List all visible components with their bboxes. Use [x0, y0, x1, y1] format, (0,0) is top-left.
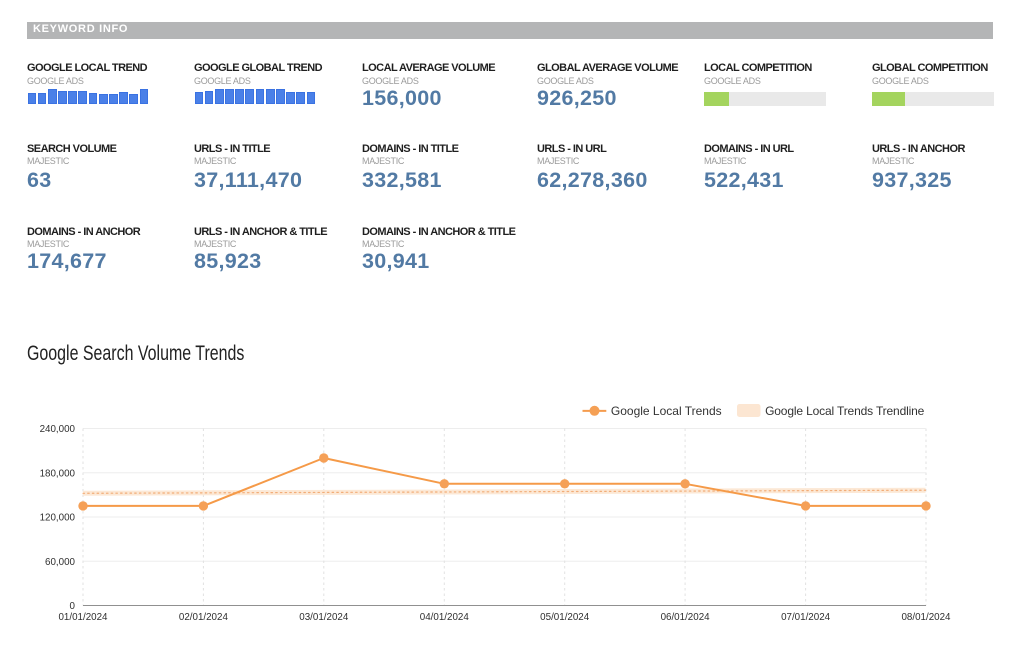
svg-text:180,000: 180,000	[40, 468, 76, 479]
svg-text:240,000: 240,000	[40, 424, 76, 435]
svg-text:07/01/2024: 07/01/2024	[781, 612, 831, 623]
svg-text:60,000: 60,000	[45, 557, 76, 568]
svg-text:120,000: 120,000	[40, 513, 76, 524]
svg-text:Google Local Trends: Google Local Trends	[611, 404, 722, 418]
svg-text:03/01/2024: 03/01/2024	[299, 612, 349, 623]
svg-text:08/01/2024: 08/01/2024	[901, 612, 951, 623]
svg-text:02/01/2024: 02/01/2024	[179, 612, 229, 623]
svg-text:04/01/2024: 04/01/2024	[420, 612, 470, 623]
svg-text:05/01/2024: 05/01/2024	[540, 612, 590, 623]
svg-text:0: 0	[70, 601, 76, 612]
svg-text:06/01/2024: 06/01/2024	[661, 612, 711, 623]
svg-text:Google Local Trends Trendline: Google Local Trends Trendline	[765, 404, 925, 418]
svg-text:01/01/2024: 01/01/2024	[58, 612, 108, 623]
